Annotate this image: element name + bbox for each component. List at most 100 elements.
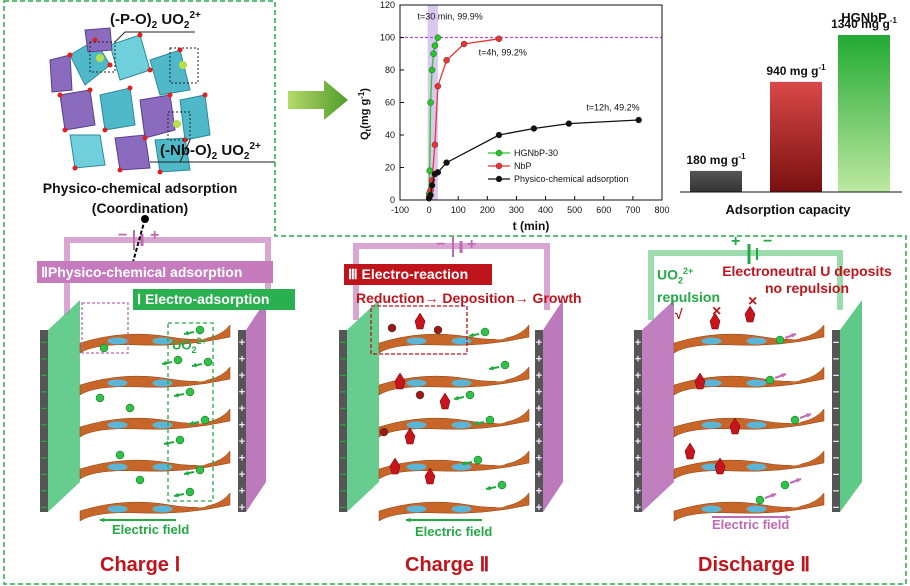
po-pointer: [114, 31, 126, 43]
data-point: [427, 99, 434, 106]
electric-field-label: Electric field: [112, 522, 190, 537]
pore: [451, 421, 472, 429]
electrode-sign: +: [635, 469, 641, 481]
data-point: [565, 120, 573, 127]
data-point: [431, 42, 439, 49]
uranyl-ion: [200, 415, 210, 425]
cathode-electrode: − − − − − − − − − − −: [832, 300, 862, 514]
series-line-2: [428, 119, 639, 199]
uranyl-atom: [96, 54, 104, 62]
bar-value-label: 940 mg g-1: [766, 63, 826, 78]
stage1-label: Ⅰ Electro-adsorption: [133, 289, 295, 310]
data-point: [635, 116, 642, 124]
pore-hole: [492, 502, 506, 508]
data-point: [495, 35, 503, 42]
pore: [406, 421, 427, 429]
reduced-uranium: [433, 325, 443, 335]
electrode-sign: −: [833, 354, 839, 366]
uranyl-ion: [135, 475, 145, 485]
panel-title-charge2: Charge Ⅱ: [405, 554, 490, 576]
bar-0: [690, 170, 742, 192]
adsorption-zone-box: [81, 302, 129, 354]
electrode-sign: −: [340, 436, 346, 448]
electrode-sign: −: [833, 502, 839, 514]
bar-value-sup: -1: [738, 152, 746, 161]
motion-arrow-head: [192, 362, 197, 368]
electrode-sign: +: [635, 502, 641, 514]
electrode-sign: −: [340, 337, 346, 349]
pore-hole: [787, 376, 801, 382]
uranyl-atom: [173, 120, 181, 128]
pore: [107, 421, 128, 429]
nanosheet-stack: [378, 324, 530, 522]
electrode-sign: −: [340, 502, 346, 514]
reduced-uranium: [387, 323, 397, 333]
uranyl-ion: [480, 327, 490, 337]
y-axis-label-main: Q: [359, 131, 371, 140]
pointer-line: [132, 218, 146, 263]
electrode-sign: +: [239, 502, 245, 514]
motion-arrow-head: [796, 478, 801, 483]
motion-arrow-head: [474, 420, 479, 426]
crystal-structure-illustration: [49, 27, 275, 175]
y-axis-label-sup: -1: [357, 91, 366, 99]
pore: [701, 337, 722, 345]
uranyl-ion: [185, 487, 195, 497]
electrode-sign: −: [833, 453, 839, 465]
uranium-deposit: [694, 372, 706, 390]
electrode-sign: −: [41, 337, 47, 349]
electrode-sign: +: [536, 420, 542, 432]
x-tick-label: 0: [427, 205, 432, 215]
electrode-face: [48, 300, 80, 512]
electrode-sign: −: [833, 486, 839, 498]
uranium-deposit: [714, 457, 726, 475]
electrode-sign: +: [536, 486, 542, 498]
uranyl-atom: [179, 61, 187, 69]
electrode-sign: +: [239, 403, 245, 415]
pore: [451, 379, 472, 387]
electrode-sign: +: [536, 502, 542, 514]
nbo-pointer: [179, 139, 191, 163]
electrode-sign: −: [833, 469, 839, 481]
uranyl-ion: [473, 455, 483, 465]
motion-arrow-head: [806, 413, 811, 418]
electrode-sign: −: [833, 403, 839, 415]
uranium-deposit: [729, 417, 741, 435]
electrode-sign: −: [41, 354, 47, 366]
electrode-sign: −: [340, 486, 346, 498]
electrode-sign: +: [635, 387, 641, 399]
motion-arrow-head: [462, 460, 467, 466]
bar-value-sup: -1: [818, 63, 826, 72]
data-point: [431, 141, 439, 148]
electrode-sign: −: [41, 436, 47, 448]
electrode-sign: −: [41, 453, 47, 465]
y-axis-label: Qt(mg g-1): [357, 88, 373, 140]
legend-marker: [495, 162, 503, 170]
top-left-structure-panel: (-P-O)2 UO22+ (-Nb-O)2 UO22+ Physico-che…: [0, 0, 280, 230]
uranyl-ion: [175, 435, 185, 445]
pore: [107, 505, 128, 513]
electrode-sign: +: [239, 370, 245, 382]
annotation: t=30 min, 99.9%: [417, 12, 482, 22]
uranyl-ion: [173, 355, 183, 365]
uranyl-ion: [115, 450, 125, 460]
electrode-sign: +: [536, 469, 542, 481]
x-tick-label: 600: [596, 205, 611, 215]
y-axis-label-unit: (mg g: [359, 99, 371, 129]
electrode-sign: +: [536, 370, 542, 382]
electrode-sign: −: [340, 354, 346, 366]
uranyl-ion: [780, 480, 790, 490]
pore: [406, 463, 427, 471]
pore: [107, 463, 128, 471]
uranyl-ion: [195, 325, 205, 335]
motion-arrow-head: [469, 332, 474, 338]
electrode-sign: +: [536, 436, 542, 448]
y-tick-label: 80: [385, 65, 395, 75]
nbo-site-label: (-Nb-O)2 UO22+: [160, 141, 261, 162]
electrode-face: [840, 300, 862, 512]
electrode-sign: −: [833, 337, 839, 349]
electric-field-label: Electric field: [415, 524, 493, 539]
pore: [152, 379, 173, 387]
uranyl-ion: [790, 415, 800, 425]
cathode-electrode: − − − − − − − − − − −: [339, 300, 379, 514]
